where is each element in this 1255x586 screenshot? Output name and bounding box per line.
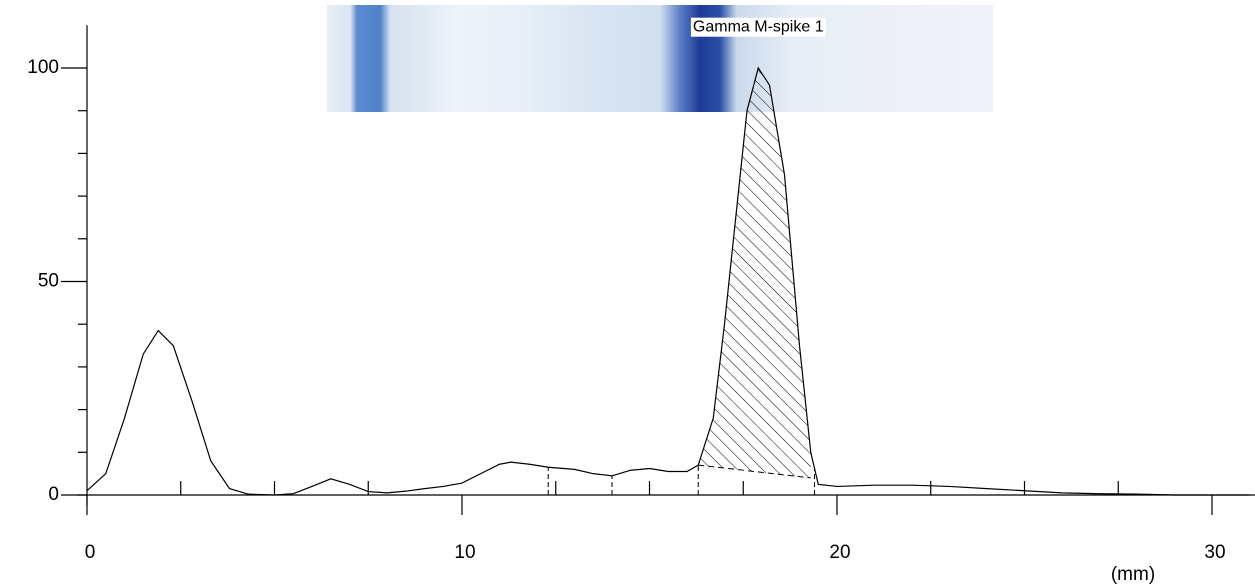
- density-curve: [86, 66, 1250, 496]
- x-tick-label: 10: [454, 542, 475, 563]
- annotation-box: [690, 17, 826, 37]
- x-tick-label: 20: [829, 542, 850, 563]
- y-tick-label: 100: [27, 57, 59, 78]
- spike-area: [698, 68, 811, 478]
- y-tick-label: 50: [38, 271, 59, 292]
- x-axis-label: (mm): [1111, 564, 1155, 585]
- annotation: Gamma M-spike 1: [693, 19, 824, 36]
- gel-strip: [327, 5, 993, 112]
- x-tick-label: 0: [85, 542, 96, 563]
- y-tick-label: 0: [48, 484, 59, 505]
- x-tick-label: 30: [1204, 542, 1225, 563]
- spike-baseline: [698, 464, 811, 479]
